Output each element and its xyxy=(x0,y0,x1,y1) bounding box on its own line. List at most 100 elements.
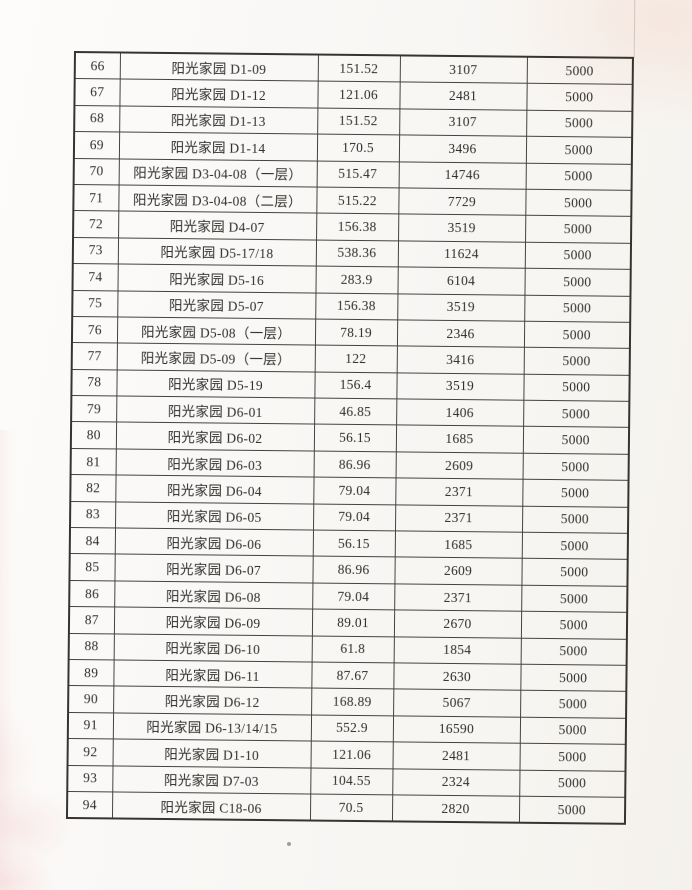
cell-fee-value: 5000 xyxy=(525,162,632,191)
cell-area-value: 87.67 xyxy=(311,662,394,690)
cell-row-number: 70 xyxy=(73,158,119,185)
cell-area-value: 515.47 xyxy=(316,160,399,188)
cell-area-value: 552.9 xyxy=(310,714,394,743)
cell-area-value: 170.5 xyxy=(316,134,400,162)
cell-property-name: 阳光家园 D7-03 xyxy=(112,765,311,794)
cell-row-number: 77 xyxy=(71,342,117,370)
cell-property-name: 阳光家园 D6-13/14/15 xyxy=(112,712,312,742)
cell-property-name: 阳光家园 D1-14 xyxy=(118,132,318,161)
cell-fee-value: 5000 xyxy=(521,585,628,613)
cell-row-number: 90 xyxy=(68,685,114,713)
cell-amount-value: 2609 xyxy=(395,451,523,480)
cell-row-number: 82 xyxy=(70,474,116,502)
cell-fee-value: 5000 xyxy=(524,294,631,323)
cell-row-number: 72 xyxy=(73,210,119,238)
cell-row-number: 74 xyxy=(72,263,118,291)
cell-property-name: 阳光家园 D6-08 xyxy=(114,580,313,610)
fee-table: 66 阳光家园 D1-09 151.52 3107 5000 67 阳光家园 D1-12 12… xyxy=(65,51,634,826)
cell-property-name: 阳光家园 D5-08（一层） xyxy=(116,316,316,346)
cell-area-value: 156.38 xyxy=(315,292,398,320)
cell-row-number: 92 xyxy=(67,738,113,766)
cell-amount-value: 2371 xyxy=(394,504,523,533)
cell-row-number: 78 xyxy=(71,369,117,397)
cell-amount-value: 2670 xyxy=(393,610,522,638)
cell-fee-value: 5000 xyxy=(523,321,631,349)
cell-fee-value: 5000 xyxy=(520,611,628,639)
cell-area-value: 61.8 xyxy=(311,635,394,663)
cell-row-number: 84 xyxy=(69,527,116,555)
cell-property-name: 阳光家园 D1-10 xyxy=(112,739,311,768)
cell-area-value: 538.36 xyxy=(315,239,399,268)
cell-amount-value: 1406 xyxy=(396,398,524,427)
cell-property-name: 阳光家园 D6-03 xyxy=(115,448,314,478)
cell-area-value: 156.38 xyxy=(316,213,399,241)
cell-area-value: 283.9 xyxy=(315,266,398,294)
cell-amount-value: 16590 xyxy=(392,715,521,744)
cell-row-number: 89 xyxy=(68,659,114,687)
cell-fee-value: 5000 xyxy=(526,110,633,138)
cell-row-number: 86 xyxy=(69,580,115,608)
cell-row-number: 66 xyxy=(74,52,120,80)
cell-property-name: 阳光家园 D6-04 xyxy=(115,475,314,504)
cell-amount-value: 7729 xyxy=(398,187,526,216)
cell-fee-value: 5000 xyxy=(519,743,626,771)
cell-property-name: 阳光家园 D1-13 xyxy=(119,105,318,135)
cell-fee-value: 5000 xyxy=(523,347,630,376)
cell-area-value: 79.04 xyxy=(313,477,396,505)
cell-row-number: 87 xyxy=(68,606,115,634)
cell-fee-value: 5000 xyxy=(521,558,628,587)
cell-area-value: 104.55 xyxy=(310,767,393,795)
cell-area-value: 86.96 xyxy=(313,450,396,479)
cell-area-value: 156.4 xyxy=(314,371,397,399)
cell-fee-value: 5000 xyxy=(522,479,629,507)
cell-amount-value: 3519 xyxy=(398,214,526,242)
cell-area-value: 79.04 xyxy=(312,582,395,611)
cell-row-number: 93 xyxy=(67,765,113,792)
cell-amount-value: 2630 xyxy=(393,662,521,691)
cell-property-name: 阳光家园 D1-09 xyxy=(119,52,318,82)
cell-area-value: 515.22 xyxy=(316,187,399,215)
cell-fee-value: 5000 xyxy=(522,453,629,481)
cell-fee-value: 5000 xyxy=(524,268,631,296)
cell-amount-value: 2481 xyxy=(399,82,527,111)
cell-fee-value: 5000 xyxy=(523,400,630,428)
cell-amount-value: 1685 xyxy=(394,530,522,559)
cell-row-number: 79 xyxy=(71,395,117,423)
cell-row-number: 88 xyxy=(68,633,114,660)
cell-amount-value: 5067 xyxy=(393,689,521,717)
cell-row-number: 75 xyxy=(72,290,118,317)
cell-amount-value: 2371 xyxy=(394,583,522,612)
cell-area-value: 86.96 xyxy=(312,556,395,584)
cell-row-number: 85 xyxy=(69,553,115,581)
cell-fee-value: 5000 xyxy=(526,56,633,85)
cell-amount-value: 2820 xyxy=(391,794,520,824)
scan-edge-streak xyxy=(0,430,14,890)
cell-amount-value: 3496 xyxy=(398,135,527,163)
cell-area-value: 46.85 xyxy=(314,398,397,426)
cell-property-name: 阳光家园 D6-06 xyxy=(114,527,313,557)
cell-row-number: 83 xyxy=(70,501,116,528)
cell-area-value: 151.52 xyxy=(317,107,400,136)
cell-property-name: 阳光家园 C18-06 xyxy=(111,791,311,821)
cell-amount-value: 3519 xyxy=(396,372,524,401)
cell-property-name: 阳光家园 D6-10 xyxy=(113,633,312,663)
table-row: 94 阳光家园 C18-06 70.5 2820 5000 xyxy=(66,791,626,825)
cell-fee-value: 5000 xyxy=(522,426,630,455)
cell-amount-value: 14746 xyxy=(398,161,526,190)
cell-fee-value: 5000 xyxy=(525,215,632,244)
cell-fee-value: 5000 xyxy=(525,136,633,164)
cell-area-value: 151.52 xyxy=(317,54,400,83)
cell-fee-value: 5000 xyxy=(521,532,628,560)
cell-fee-value: 5000 xyxy=(521,505,629,534)
cell-area-value: 168.89 xyxy=(311,688,394,716)
cell-fee-value: 5000 xyxy=(525,189,632,217)
cell-area-value: 122 xyxy=(314,345,397,373)
cell-property-name: 阳光家园 D5-16 xyxy=(117,264,316,293)
cell-row-number: 81 xyxy=(70,448,116,476)
cell-row-number: 69 xyxy=(73,131,120,159)
cell-amount-value: 3416 xyxy=(396,346,524,374)
cell-fee-value: 5000 xyxy=(519,769,626,798)
cell-property-name: 阳光家园 D5-09（一层） xyxy=(116,343,315,372)
cell-fee-value: 5000 xyxy=(520,690,627,719)
